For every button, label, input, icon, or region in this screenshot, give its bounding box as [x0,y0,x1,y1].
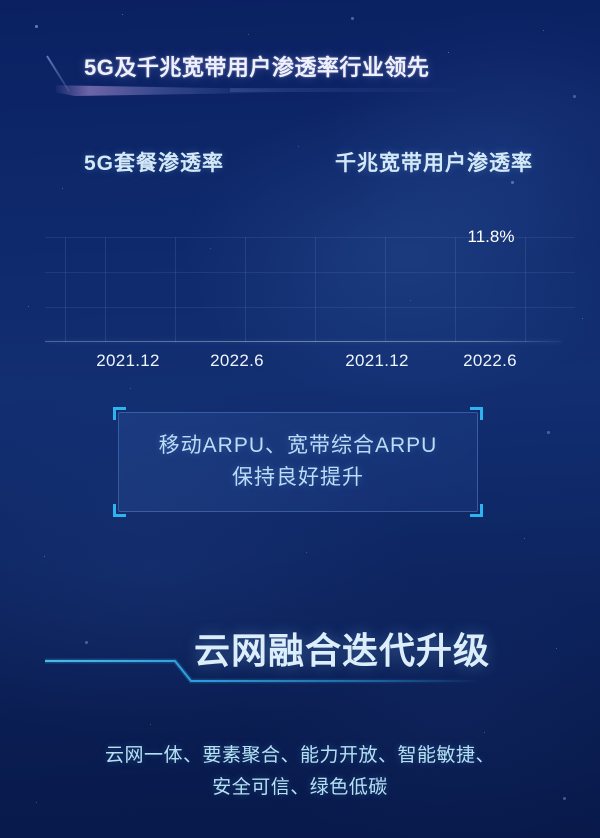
arpu-text-line2: 保持良好提升 [232,465,364,489]
arpu-text-line1: 移动ARPU、宽带综合ARPU [158,434,438,458]
corner-bracket-top-left-icon [113,407,126,420]
capability-description-line1: 云网一体、要素聚合、能力开放、智能敏捷、 [104,745,496,766]
arpu-box-inner: 移动ARPU、宽带综合ARPU 保持良好提升 [118,412,478,512]
page-title: 5G及千兆宽带用户渗透率行业领先 [84,55,430,80]
chart-title-5g-package: 5G套餐渗透率 [84,152,225,175]
section-title-cloud-network: 云网融合迭代升级 [193,630,491,671]
chart-gridlines [45,237,575,342]
x-axis-label: 2021.12 [96,351,160,370]
title-swoosh-decoration [56,85,291,96]
star-field-decoration [0,0,1,1]
corner-bracket-bottom-right-icon [470,504,483,517]
capability-description-line2: 安全可信、绿色低碳 [212,777,388,798]
x-axis-label: 2021.12 [345,351,409,370]
chart-x-axis-line [45,341,561,342]
chart-title-gigabit-broadband: 千兆宽带用户渗透率 [335,152,533,175]
arpu-highlight-box: 移动ARPU、宽带综合ARPU 保持良好提升 [113,407,483,517]
corner-bracket-bottom-left-icon [113,504,126,517]
x-axis-label: 2022.6 [210,351,264,370]
x-axis-label: 2022.6 [463,351,517,370]
corner-bracket-top-right-icon [470,407,483,420]
title-swoosh-tail-decoration [230,88,470,92]
data-label-11-8-percent: 11.8% [467,227,515,246]
